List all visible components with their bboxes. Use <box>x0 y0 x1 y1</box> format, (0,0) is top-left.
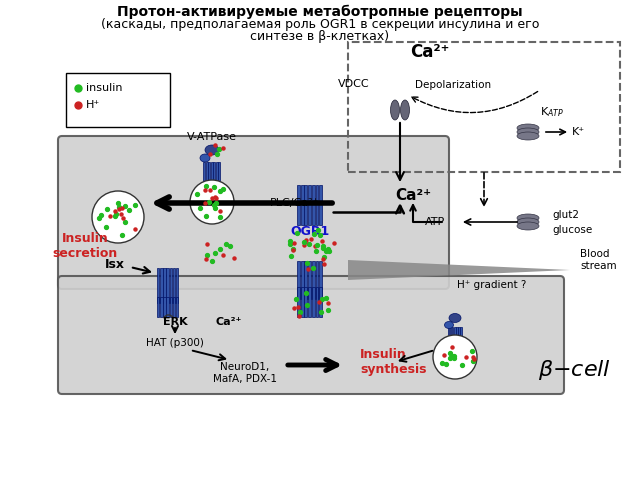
Bar <box>203 162 205 182</box>
Bar <box>163 267 166 302</box>
Bar <box>176 267 179 302</box>
Text: Ca²⁺: Ca²⁺ <box>215 317 241 327</box>
Bar <box>456 326 458 344</box>
Bar <box>160 297 163 317</box>
Bar <box>301 261 303 299</box>
Text: Ca²⁺: Ca²⁺ <box>410 43 450 61</box>
Text: V-ATPase: V-ATPase <box>187 132 237 142</box>
Bar <box>312 261 315 299</box>
FancyBboxPatch shape <box>66 73 170 127</box>
Circle shape <box>433 335 477 379</box>
FancyBboxPatch shape <box>58 276 564 394</box>
Bar <box>170 297 172 317</box>
Bar <box>205 162 207 182</box>
Text: NeuroD1,
MafA, PDX-1: NeuroD1, MafA, PDX-1 <box>213 362 277 384</box>
Text: (каскады, предполагаемая роль OGR1 в секреции инсулина и его: (каскады, предполагаемая роль OGR1 в сек… <box>101 18 539 31</box>
Text: H⁺ gradient ?: H⁺ gradient ? <box>458 280 527 290</box>
Bar <box>297 185 300 225</box>
Bar <box>301 287 303 317</box>
Bar <box>297 261 300 299</box>
Bar <box>452 326 454 344</box>
Bar <box>297 287 300 317</box>
Bar <box>218 162 220 182</box>
Text: Протон-активируемые метаботропные рецепторы: Протон-активируемые метаботропные рецепт… <box>117 5 523 19</box>
Bar <box>308 261 311 299</box>
Bar <box>450 326 451 344</box>
Text: K⁺: K⁺ <box>572 127 585 137</box>
Text: glucose: glucose <box>552 225 592 235</box>
Ellipse shape <box>401 100 410 120</box>
Bar <box>305 261 307 299</box>
Bar <box>173 267 175 302</box>
Bar <box>157 297 159 317</box>
Bar <box>458 326 460 344</box>
Ellipse shape <box>517 132 539 140</box>
Bar <box>454 326 456 344</box>
Bar <box>319 261 322 299</box>
Bar <box>308 185 311 225</box>
Bar <box>216 162 218 182</box>
Bar <box>163 297 166 317</box>
Text: ATP: ATP <box>425 217 445 227</box>
Circle shape <box>92 191 144 243</box>
Ellipse shape <box>517 222 539 230</box>
Bar <box>166 267 169 302</box>
Bar <box>319 287 322 317</box>
Bar <box>157 267 159 302</box>
FancyBboxPatch shape <box>58 136 449 289</box>
Bar <box>173 297 175 317</box>
Text: Ca²⁺: Ca²⁺ <box>395 188 431 203</box>
Bar <box>316 185 319 225</box>
Text: H⁺: H⁺ <box>86 100 100 110</box>
Ellipse shape <box>517 124 539 132</box>
Bar <box>213 162 215 182</box>
Bar <box>176 297 179 317</box>
Bar <box>312 287 315 317</box>
Text: Depolarization: Depolarization <box>415 80 491 90</box>
Ellipse shape <box>205 145 219 155</box>
Text: синтезе в β-клетках): синтезе в β-клетках) <box>250 30 390 43</box>
Ellipse shape <box>200 154 210 162</box>
Bar <box>316 261 319 299</box>
Bar <box>308 287 311 317</box>
Bar <box>211 162 212 182</box>
Ellipse shape <box>517 214 539 222</box>
Text: ERK: ERK <box>163 317 188 327</box>
Ellipse shape <box>390 100 399 120</box>
Text: HAT (p300): HAT (p300) <box>146 338 204 348</box>
Polygon shape <box>348 260 570 280</box>
Text: OGR1: OGR1 <box>291 225 330 238</box>
Ellipse shape <box>449 313 461 323</box>
Text: Insulin
synthesis: Insulin synthesis <box>360 348 426 376</box>
Ellipse shape <box>517 218 539 226</box>
Bar <box>312 185 315 225</box>
Circle shape <box>190 180 234 224</box>
Text: Blood
stream: Blood stream <box>580 249 616 271</box>
Bar <box>208 162 210 182</box>
Bar <box>170 267 172 302</box>
Text: $\beta$−cell: $\beta$−cell <box>538 358 612 382</box>
Ellipse shape <box>445 322 454 328</box>
Text: Insulin
secretion: Insulin secretion <box>52 232 118 260</box>
Bar <box>166 297 169 317</box>
Text: VDCC: VDCC <box>339 79 370 89</box>
Text: insulin: insulin <box>86 83 122 93</box>
Bar <box>301 185 303 225</box>
Ellipse shape <box>517 128 539 136</box>
Bar <box>160 267 163 302</box>
Bar <box>305 287 307 317</box>
Text: K$_{ATP}$: K$_{ATP}$ <box>540 105 564 119</box>
Bar <box>460 326 462 344</box>
Bar <box>319 185 322 225</box>
Text: Isx: Isx <box>105 259 125 272</box>
Text: glut2: glut2 <box>552 210 579 220</box>
Bar <box>316 287 319 317</box>
Bar <box>305 185 307 225</box>
Text: PLC/Ca²⁺: PLC/Ca²⁺ <box>270 198 320 208</box>
Bar <box>447 326 449 344</box>
